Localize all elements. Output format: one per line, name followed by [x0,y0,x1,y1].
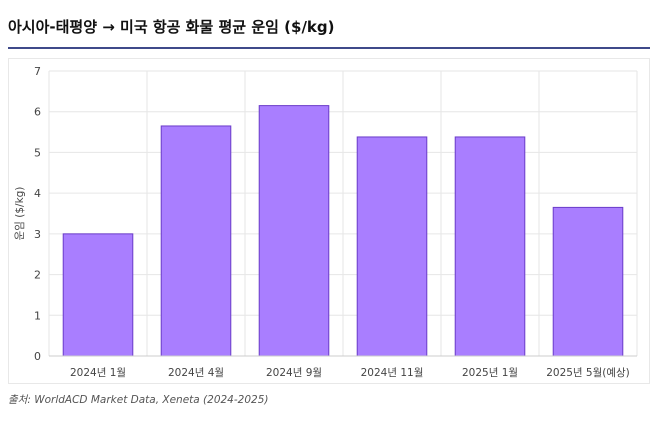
bar [552,206,624,357]
source-note: 출처: WorldACD Market Data, Xeneta (2024-2… [8,394,269,406]
bar-chart: 0 1 2 3 4 5 6 7 2024년 1월 2024년 4월 2024년 9월 2024년 11… [13,65,638,379]
bar [258,105,330,357]
x-tick-label: 2024년 11월 [361,367,424,379]
y-tick-label: 4 [34,187,41,200]
y-tick-label: 2 [34,269,41,282]
chart-title: 아시아-태평양 → 미국 항공 화물 평균 운임 ($/kg) [8,18,335,36]
y-axis-label: 운임 ($/kg) [13,187,26,241]
bar [160,125,232,357]
y-tick-label: 1 [34,309,41,322]
y-tick-label: 7 [34,65,41,78]
bar [62,233,134,357]
title-divider [8,47,650,49]
x-tick-label: 2024년 9월 [266,367,322,379]
y-tick-label: 0 [34,350,41,363]
x-tick-label: 2024년 1월 [70,367,126,379]
x-tick-label: 2025년 5월(예상) [546,366,630,379]
bar [356,136,428,357]
y-tick-label: 5 [34,146,41,159]
chart-panel: 0 1 2 3 4 5 6 7 2024년 1월 2024년 4월 2024년 9월 2024년 11… [8,58,650,384]
y-tick-label: 3 [34,228,41,241]
bar [454,136,526,357]
x-tick-label: 2024년 4월 [168,367,224,379]
x-tick-label: 2025년 1월 [462,367,518,379]
y-tick-label: 6 [34,106,41,119]
